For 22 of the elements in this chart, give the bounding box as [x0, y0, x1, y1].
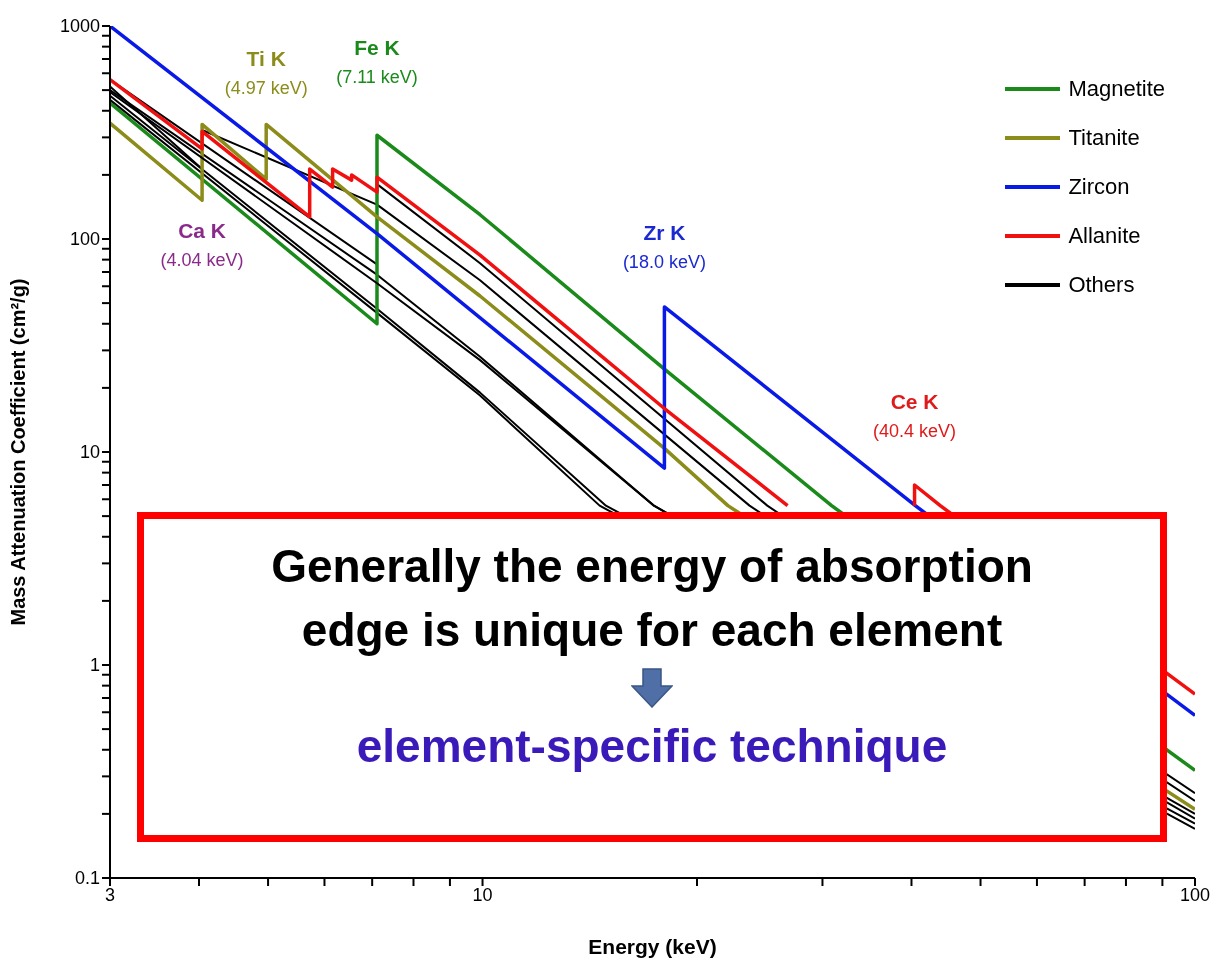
annotation: Generally the energy of absorption edge is unique for each element	[270, 539, 1034, 658]
y-tick-label: 0.1	[74, 868, 100, 889]
legend-label: Allanite	[1068, 222, 1141, 249]
x-tick-label: 10	[472, 884, 493, 905]
annotation: Ca K (4.04 keV)	[160, 219, 244, 271]
annotation: Ti K (4.97 keV)	[224, 47, 308, 99]
y-tick-label: 100	[69, 229, 100, 250]
annotation: Zr K (18.0 keV)	[622, 220, 706, 272]
y-tick-label: 1	[89, 655, 100, 676]
legend-label: Magnetite	[1068, 75, 1165, 102]
legend-label: Titanite	[1068, 124, 1140, 151]
legend-label: Zircon	[1068, 173, 1130, 200]
y-tick-label: 10	[79, 442, 100, 463]
y-tick-label: 1000	[59, 16, 100, 37]
x-tick-label: 3	[104, 884, 116, 905]
legend-label: Others	[1068, 271, 1135, 298]
annotation: Fe K (7.11 keV)	[336, 36, 418, 88]
y-axis-title: Mass Attenuation Coefficient (cm²/g)	[7, 278, 30, 626]
x-tick-label: 100	[1179, 884, 1211, 905]
x-axis-title: Energy (keV)	[588, 935, 717, 958]
annotation: element-specific technique	[356, 719, 948, 774]
annotation: Ce K (40.4 keV)	[873, 389, 957, 441]
